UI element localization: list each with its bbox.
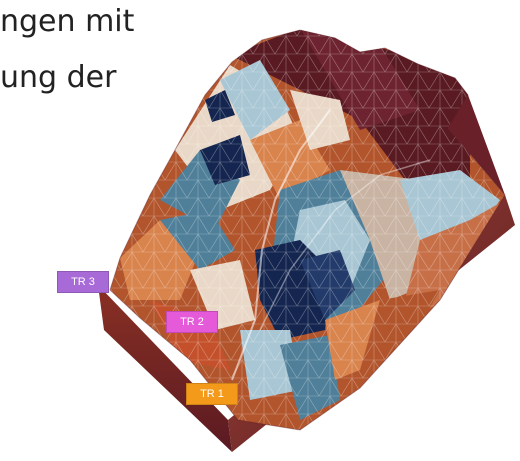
tag-tr1: TR 1	[186, 383, 238, 405]
tag-tr3: TR 3	[57, 271, 109, 293]
caption-line-2: ung der	[0, 60, 117, 95]
mesh-back-face	[448, 78, 505, 195]
tag-tr2: TR 2	[166, 311, 218, 333]
mesh-top-surface	[110, 30, 505, 430]
caption-line-1: ngen mit	[0, 4, 135, 39]
mesh-front-face	[98, 285, 232, 452]
